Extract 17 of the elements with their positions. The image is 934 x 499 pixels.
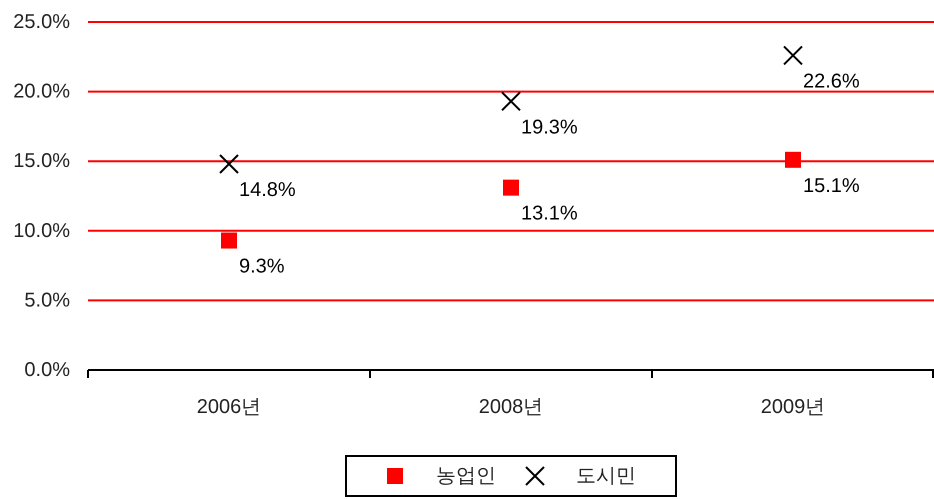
data-label: 13.1% — [521, 202, 578, 225]
data-label: 9.3% — [239, 256, 285, 278]
x-tick-label: 2008년 — [478, 396, 544, 418]
y-tick-label: 20.0% — [13, 80, 70, 103]
data-label: 22.6% — [803, 70, 860, 92]
y-tick-label: 0.0% — [24, 359, 70, 381]
data-label: 15.1% — [803, 174, 860, 197]
legend-label: 도시민 — [576, 465, 636, 487]
y-tick-label: 25.0% — [13, 11, 70, 33]
data-label: 14.8% — [239, 178, 296, 201]
y-tick-label: 15.0% — [13, 150, 70, 172]
x-tick-label: 2006년 — [196, 396, 262, 418]
data-label: 19.3% — [521, 116, 578, 138]
legend-label: 농업인 — [436, 465, 496, 487]
y-tick-label: 10.0% — [13, 220, 70, 242]
y-tick-label: 5.0% — [24, 289, 70, 312]
x-tick-label: 2009년 — [760, 396, 826, 418]
